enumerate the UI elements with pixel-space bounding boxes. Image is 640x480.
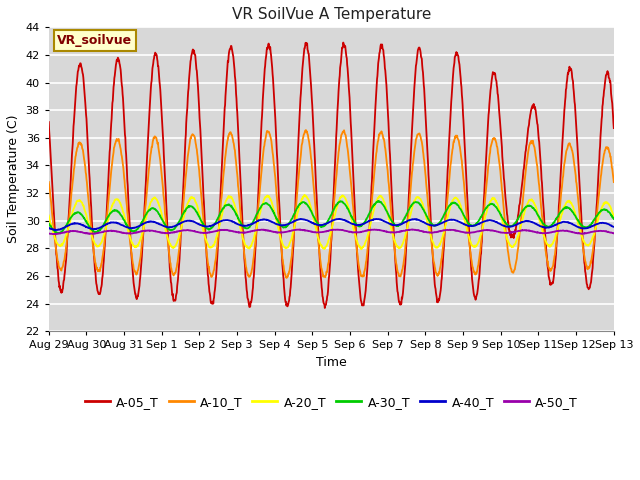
A-40_T	[543, 225, 551, 230]
A-10_T	[543, 259, 551, 264]
A-40_T	[493, 220, 501, 226]
A-30_T	[157, 215, 165, 221]
A-05_T	[543, 263, 551, 268]
A-05_T	[420, 82, 428, 88]
A-05_T	[339, 40, 347, 46]
A-10_T	[171, 271, 179, 276]
A-05_T	[171, 298, 179, 303]
A-30_T	[171, 226, 179, 231]
A-50_T	[543, 230, 551, 236]
A-40_T	[171, 223, 179, 229]
A-40_T	[234, 221, 242, 227]
A-10_T	[157, 162, 164, 168]
A-05_T	[321, 305, 329, 311]
A-30_T	[375, 198, 383, 204]
A-20_T	[543, 241, 551, 247]
Y-axis label: Soil Temperature (C): Soil Temperature (C)	[7, 115, 20, 243]
A-30_T	[55, 230, 63, 236]
A-30_T	[45, 221, 52, 227]
A-50_T	[296, 227, 304, 232]
Title: VR SoilVue A Temperature: VR SoilVue A Temperature	[232, 7, 431, 22]
X-axis label: Time: Time	[316, 356, 347, 369]
A-20_T	[610, 214, 618, 219]
A-10_T	[234, 176, 241, 181]
A-20_T	[234, 213, 241, 219]
A-20_T	[157, 208, 164, 214]
A-20_T	[493, 202, 501, 207]
A-40_T	[336, 216, 344, 222]
A-05_T	[610, 125, 618, 131]
Line: A-05_T: A-05_T	[49, 43, 614, 308]
A-50_T	[234, 229, 242, 235]
Text: VR_soilvue: VR_soilvue	[57, 34, 132, 47]
A-10_T	[283, 275, 291, 281]
A-20_T	[358, 246, 365, 252]
A-10_T	[493, 146, 501, 152]
A-50_T	[52, 231, 60, 237]
A-40_T	[610, 224, 618, 230]
A-30_T	[610, 216, 618, 222]
Line: A-40_T: A-40_T	[49, 219, 614, 230]
A-40_T	[45, 225, 52, 231]
A-50_T	[171, 229, 179, 235]
A-10_T	[45, 179, 52, 185]
Legend: A-05_T, A-10_T, A-20_T, A-30_T, A-40_T, A-50_T: A-05_T, A-10_T, A-20_T, A-30_T, A-40_T, …	[79, 391, 583, 414]
A-30_T	[420, 207, 428, 213]
Line: A-50_T: A-50_T	[49, 229, 614, 234]
A-20_T	[45, 213, 52, 218]
A-50_T	[157, 230, 165, 236]
A-10_T	[302, 127, 310, 133]
A-10_T	[610, 179, 618, 185]
A-05_T	[45, 119, 52, 125]
A-40_T	[157, 222, 165, 228]
A-50_T	[420, 228, 428, 234]
A-05_T	[493, 91, 501, 96]
Line: A-10_T: A-10_T	[49, 130, 614, 278]
A-20_T	[301, 192, 308, 198]
A-30_T	[493, 206, 501, 212]
A-50_T	[45, 231, 52, 237]
A-20_T	[171, 244, 179, 250]
A-40_T	[51, 227, 58, 233]
Line: A-30_T: A-30_T	[49, 201, 614, 233]
A-05_T	[234, 117, 241, 123]
A-30_T	[543, 224, 551, 229]
A-20_T	[420, 205, 428, 211]
A-50_T	[493, 229, 501, 235]
Line: A-20_T: A-20_T	[49, 195, 614, 249]
A-05_T	[157, 94, 164, 99]
A-50_T	[610, 230, 618, 236]
A-10_T	[420, 156, 428, 161]
A-30_T	[234, 216, 242, 221]
A-40_T	[420, 219, 428, 225]
